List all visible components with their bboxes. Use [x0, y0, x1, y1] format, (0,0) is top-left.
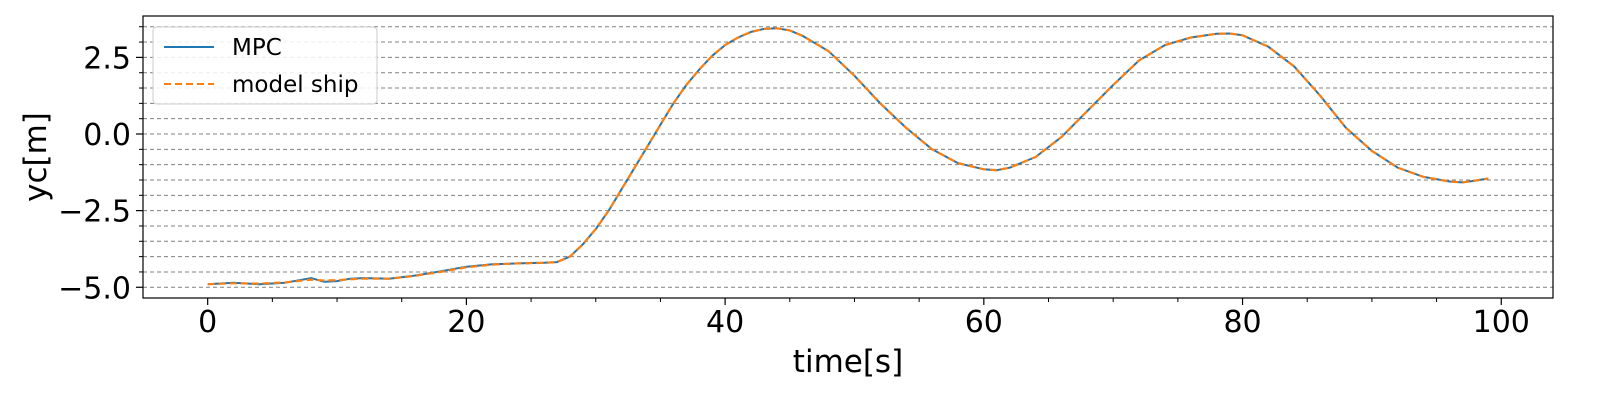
grid-lines — [143, 26, 1553, 288]
legend-label-model-ship: model ship — [232, 72, 358, 98]
x-axis-label: time[s] — [793, 344, 903, 380]
x-tick-label: 60 — [965, 305, 1003, 340]
x-tick-label: 0 — [198, 305, 217, 340]
series-line-mpc — [207, 27, 1489, 286]
series-lines — [207, 27, 1489, 286]
legend: MPC model ship — [152, 26, 378, 105]
x-tick-label: 20 — [447, 305, 485, 340]
series-line-model-ship — [207, 27, 1489, 286]
legend-label-mpc: MPC — [232, 35, 282, 61]
y-tick-label: 0.0 — [83, 118, 131, 153]
x-tick-label: 40 — [706, 305, 744, 340]
plot-frame — [142, 15, 1554, 299]
y-axis-label: yc[m] — [18, 112, 54, 202]
y-tick-label: −2.5 — [58, 195, 131, 230]
y-tick-label: −5.0 — [58, 271, 131, 306]
x-tick-label: 100 — [1473, 305, 1530, 340]
axis-ticks: 0 20 40 60 80 100 −5.0 −2.5 0.0 2.5 — [58, 26, 1530, 340]
y-tick-label: 2.5 — [83, 41, 131, 76]
x-tick-label: 80 — [1223, 305, 1261, 340]
